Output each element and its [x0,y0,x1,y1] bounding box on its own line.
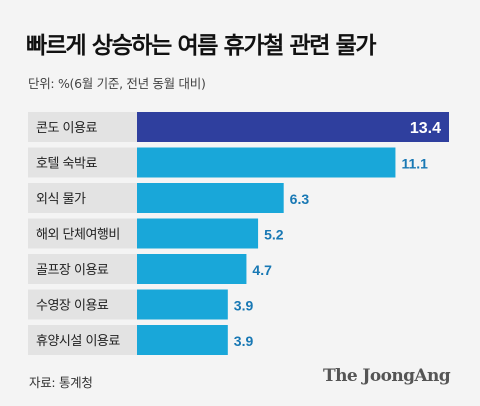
bar [137,325,228,355]
category-label: 해외 단체여행비 [36,227,120,243]
value-label: 6.3 [290,191,310,207]
category-label: 외식 물가 [36,192,86,207]
bar [137,218,259,249]
category-label-box [28,112,137,142]
category-label: 호텔 숙박료 [36,157,97,172]
category-label: 콘도 이용료 [36,121,97,136]
chart-title: 빠르게 상승하는 여름 휴가철 관련 물가 [26,33,377,59]
value-label: 3.9 [234,333,254,349]
category-label-box [28,325,137,355]
category-label: 수영장 이용료 [36,299,109,314]
bar [137,112,449,142]
value-label: 4.7 [252,262,272,278]
bar [137,147,396,178]
category-label-box [28,289,137,320]
value-label: 13.4 [410,120,441,137]
bar [137,289,228,320]
category-label-box [28,254,137,284]
category-label: 휴양시설 이용료 [36,334,120,349]
bar [137,183,284,213]
bar [137,254,247,284]
value-label: 3.9 [234,298,254,314]
category-label-box [28,218,137,249]
publisher-logo: The JoongAng [323,366,451,386]
category-label-box [28,183,137,213]
source-note: 자료: 통계청 [29,375,93,390]
category-label: 골프장 이용료 [36,263,109,278]
value-label: 11.1 [401,156,428,172]
category-label-box [28,147,137,178]
chart-unit-note: 단위: %(6월 기준, 전년 동월 대비) [28,76,206,91]
value-label: 5.2 [264,227,284,243]
